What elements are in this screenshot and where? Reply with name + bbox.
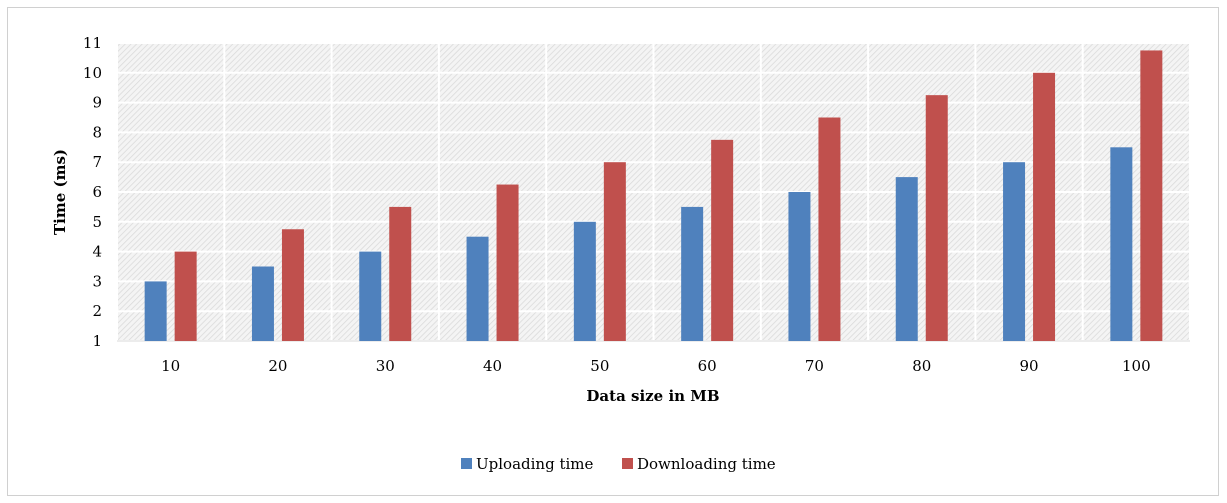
y-tick-label: 4 bbox=[92, 243, 102, 261]
bar-downloading-10 bbox=[174, 251, 197, 341]
bar-downloading-90 bbox=[1033, 72, 1056, 342]
legend: Uploading time Downloading time bbox=[461, 455, 776, 473]
bar-downloading-100 bbox=[1140, 50, 1163, 341]
y-axis-title: Time (ms) bbox=[51, 149, 69, 235]
bar-uploading-90 bbox=[1003, 162, 1026, 341]
bar-downloading-20 bbox=[281, 229, 304, 341]
y-tick-label: 11 bbox=[83, 34, 102, 52]
bar-uploading-50 bbox=[573, 221, 596, 341]
bar-uploading-80 bbox=[895, 177, 918, 341]
y-tick-label: 10 bbox=[83, 64, 102, 82]
bar-downloading-80 bbox=[925, 95, 948, 342]
x-axis-title: Data size in MB bbox=[586, 387, 719, 405]
y-tick-label: 6 bbox=[92, 183, 102, 201]
x-tick-label: 20 bbox=[268, 357, 287, 375]
bar-uploading-10 bbox=[144, 281, 167, 341]
bar-downloading-50 bbox=[603, 162, 626, 341]
x-tick-labels: 10 20 30 40 50 60 70 80 90 100 bbox=[161, 357, 1151, 375]
y-tick-label: 3 bbox=[92, 272, 102, 290]
bars bbox=[144, 50, 1163, 342]
x-tick-label: 10 bbox=[161, 357, 180, 375]
x-tick-label: 40 bbox=[483, 357, 502, 375]
x-tick-label: 30 bbox=[376, 357, 395, 375]
y-tick-label: 1 bbox=[92, 332, 102, 350]
bar-downloading-70 bbox=[818, 117, 841, 341]
bar-chart: 1 2 3 4 5 6 7 8 9 10 11 10 20 30 40 50 60 70 80 90 100 Data… bbox=[51, 34, 1191, 473]
y-tick-label: 2 bbox=[92, 302, 102, 320]
x-tick-label: 80 bbox=[912, 357, 931, 375]
bar-uploading-40 bbox=[466, 236, 489, 341]
chart-frame: 1 2 3 4 5 6 7 8 9 10 11 10 20 30 40 50 60 70 80 90 100 Data… bbox=[7, 7, 1219, 496]
bar-uploading-30 bbox=[359, 251, 382, 341]
bar-downloading-30 bbox=[389, 206, 412, 341]
bar-downloading-60 bbox=[711, 139, 734, 341]
bar-uploading-20 bbox=[251, 266, 274, 341]
x-tick-label: 50 bbox=[590, 357, 609, 375]
x-tick-label: 90 bbox=[1020, 357, 1039, 375]
x-tick-label: 60 bbox=[698, 357, 717, 375]
y-tick-label: 8 bbox=[92, 123, 102, 141]
bar-downloading-40 bbox=[496, 184, 519, 341]
bar-uploading-70 bbox=[788, 192, 811, 341]
y-tick-label: 7 bbox=[92, 153, 102, 171]
legend-label: Downloading time bbox=[637, 455, 776, 473]
y-tick-label: 5 bbox=[92, 213, 102, 231]
x-tick-label: 70 bbox=[805, 357, 824, 375]
legend-swatch bbox=[622, 458, 633, 469]
legend-swatch bbox=[461, 458, 472, 469]
x-tick-label: 100 bbox=[1122, 357, 1151, 375]
y-tick-labels: 1 2 3 4 5 6 7 8 9 10 11 bbox=[83, 34, 102, 350]
legend-label: Uploading time bbox=[476, 455, 593, 473]
bar-uploading-60 bbox=[681, 206, 704, 341]
bar-uploading-100 bbox=[1110, 147, 1133, 341]
y-tick-label: 9 bbox=[92, 94, 102, 112]
